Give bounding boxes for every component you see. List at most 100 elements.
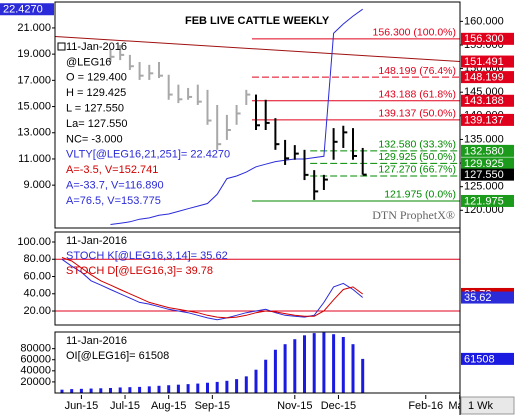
legend-entry: A=76.5, V=153.775 [66, 195, 161, 207]
axis-value-box [461, 55, 514, 68]
oi-bar [70, 389, 74, 393]
axis-value-label: 151.491 [464, 56, 504, 68]
axis-value-label: 127.550 [464, 169, 504, 181]
axis-value-box [461, 32, 514, 45]
x-tick-label: Nov-15 [277, 400, 312, 412]
y-tick-label: 120.000 [464, 204, 504, 216]
y-tick-label: 160.000 [464, 15, 504, 27]
fib-level-label: 129.925 (50.0%) [378, 151, 456, 163]
legend-entry: 11-Jan-2016 [66, 41, 127, 53]
plot-area [55, 2, 460, 228]
y2-tick-label: 11.000 [18, 153, 51, 165]
oi-bar [215, 381, 219, 393]
fib-level-label: 143.188 (61.8%) [378, 89, 456, 101]
axis-value-label: 148.199 [464, 72, 504, 84]
legend-entry: STOCH D[@LEG16,3]= 39.78 [66, 265, 213, 277]
y2-tick-label: 15.000 [17, 100, 51, 112]
date-label: 11-Jan-2016 [66, 335, 127, 347]
axis-value-box [461, 194, 514, 207]
panel-frame [54, 331, 461, 394]
oi-bar [264, 359, 268, 393]
axis-value-label: 35.62 [464, 292, 492, 304]
oi-bar [89, 388, 93, 393]
y-tick-label: 60000 [20, 354, 51, 366]
chart-title: FEB LIVE CATTLE WEEKLY [185, 15, 330, 27]
fib-level-label: 132.580 (33.3%) [378, 139, 456, 151]
x-tick-label: Sep-15 [195, 400, 230, 412]
axis-value-box [461, 113, 514, 126]
oi-bar [302, 335, 306, 393]
oi-bar [147, 386, 151, 393]
legend-entry: STOCH K[@LEG16,3,14]= 35.62 [66, 250, 228, 262]
stoch-line [61, 258, 364, 321]
oi-bar [312, 333, 316, 393]
axis-value-label: 129.925 [464, 158, 504, 170]
axis-value-label: 139.137 [464, 114, 504, 126]
legend-entry: H = 129.425 [66, 87, 126, 99]
oi-bar [118, 387, 122, 393]
y-tick-label: 125.000 [464, 181, 504, 193]
oi-bar [235, 379, 239, 393]
y-tick-label: 20000 [20, 376, 51, 388]
fib-level-label: 139.137 (50.0%) [378, 108, 456, 120]
legend-entry: O = 129.400 [66, 72, 127, 84]
y2-tick-label: 13.000 [17, 127, 51, 139]
y-tick-label: 100.00 [17, 236, 51, 248]
y-tick-label: 80000 [20, 343, 51, 355]
y-tick-label: 60.00 [23, 270, 51, 282]
legend-icon [57, 42, 66, 51]
axis-value-box [0, 3, 54, 16]
trendline [54, 35, 461, 63]
legend-entry: La= 127.550 [66, 118, 127, 130]
axis-value-box [461, 352, 514, 365]
oi-bar [79, 388, 83, 393]
oi-bar [196, 383, 200, 393]
panel-frame [54, 231, 461, 326]
oi-bar [351, 344, 355, 393]
interval-button-label[interactable]: 1 Wk [468, 400, 494, 412]
fib-level-label: 121.975 (0.0%) [384, 189, 456, 201]
oi-bar [205, 382, 209, 393]
oi-bar [254, 369, 258, 393]
x-tick-label: Dec-15 [321, 400, 356, 412]
oi-bar [157, 385, 161, 393]
y2-tick-label: 9.000 [23, 179, 51, 191]
y-tick-label: 20.00 [23, 305, 51, 317]
x-tick-label: Jun-15 [65, 400, 99, 412]
axis-value-label: 121.975 [464, 195, 504, 207]
axis-value-label: 22.4270 [3, 4, 43, 16]
axis-value-box [461, 94, 514, 107]
watermark: DTN ProphetX® [372, 208, 455, 222]
axis-value-box [461, 157, 514, 170]
legend-entry: NC= -3.000 [66, 133, 123, 145]
oi-bar [128, 387, 132, 393]
x-tick-label: Aug-15 [151, 400, 186, 412]
oi-bar [186, 384, 190, 393]
oi-bar [273, 349, 277, 393]
stoch-line [61, 257, 363, 319]
axis-value-label: 132.580 [464, 145, 504, 157]
legend-entry: @LEG16 [66, 56, 111, 68]
y-tick-label: 40.00 [23, 288, 51, 300]
interval-button[interactable] [460, 396, 515, 415]
fib-level-label: 148.199 (76.4%) [378, 65, 456, 77]
axis-value-label: 61508 [464, 353, 495, 365]
oi-bar [244, 376, 248, 393]
legend-entry: A=-33.7, V=116.890 [66, 180, 164, 192]
oi-bar [108, 388, 112, 393]
oi-bar [293, 339, 297, 393]
axis-value-box [461, 71, 514, 84]
axis-value-label: 156.300 [464, 33, 504, 45]
y-tick-label: 80.00 [23, 253, 51, 265]
x-tick-label: Jul-15 [110, 400, 140, 412]
fib-level-label: 127.270 (66.7%) [378, 164, 456, 176]
y-tick-label: 135.000 [464, 133, 504, 145]
oi-bar [341, 336, 345, 393]
axis-value-box [461, 168, 514, 181]
oi-bar [361, 358, 365, 393]
legend-entry: L = 127.550 [66, 103, 124, 115]
volatility-line [110, 8, 363, 225]
date-label: 11-Jan-2016 [66, 235, 127, 247]
